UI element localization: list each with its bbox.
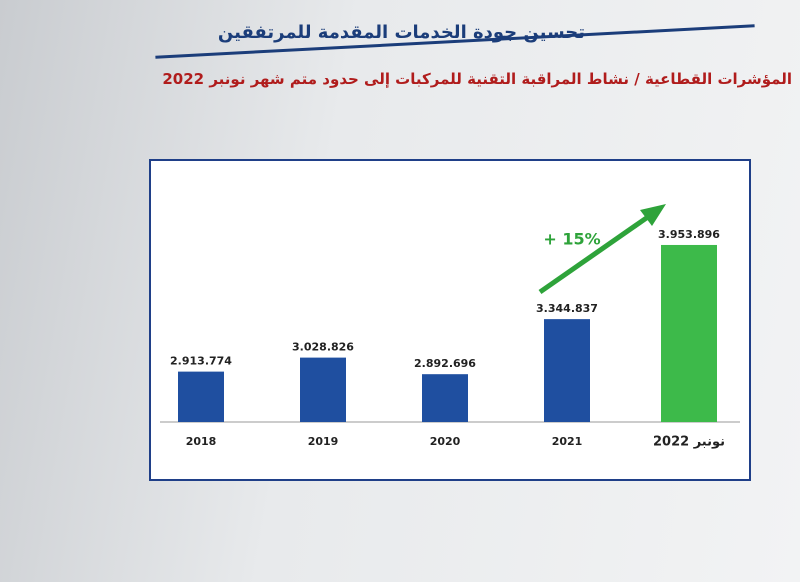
bar xyxy=(661,244,717,422)
value-label: 3.953.896 xyxy=(658,228,720,241)
x-tick-label: 2021 xyxy=(552,435,583,448)
x-tick-label: 2020 xyxy=(430,435,461,448)
growth-arrow-head xyxy=(640,204,666,226)
growth-arrow xyxy=(538,209,657,295)
bar xyxy=(422,374,468,422)
bar xyxy=(544,319,590,422)
x-tick-label: 2019 xyxy=(308,435,339,448)
growth-annotation: + 15% xyxy=(543,230,600,249)
value-label: 2.913.774 xyxy=(170,355,232,368)
bar xyxy=(178,371,224,422)
x-tick-label: 2018 xyxy=(186,435,217,448)
value-label: 3.028.826 xyxy=(292,341,354,354)
bar xyxy=(300,357,346,422)
x-tick-label: نونبر 2022 xyxy=(653,435,725,450)
value-label: 3.344.837 xyxy=(536,302,598,315)
slide-subtitle: المؤشرات القطاعية / نشاط المراقبة التقني… xyxy=(162,70,792,88)
value-label: 2.892.696 xyxy=(414,357,476,370)
